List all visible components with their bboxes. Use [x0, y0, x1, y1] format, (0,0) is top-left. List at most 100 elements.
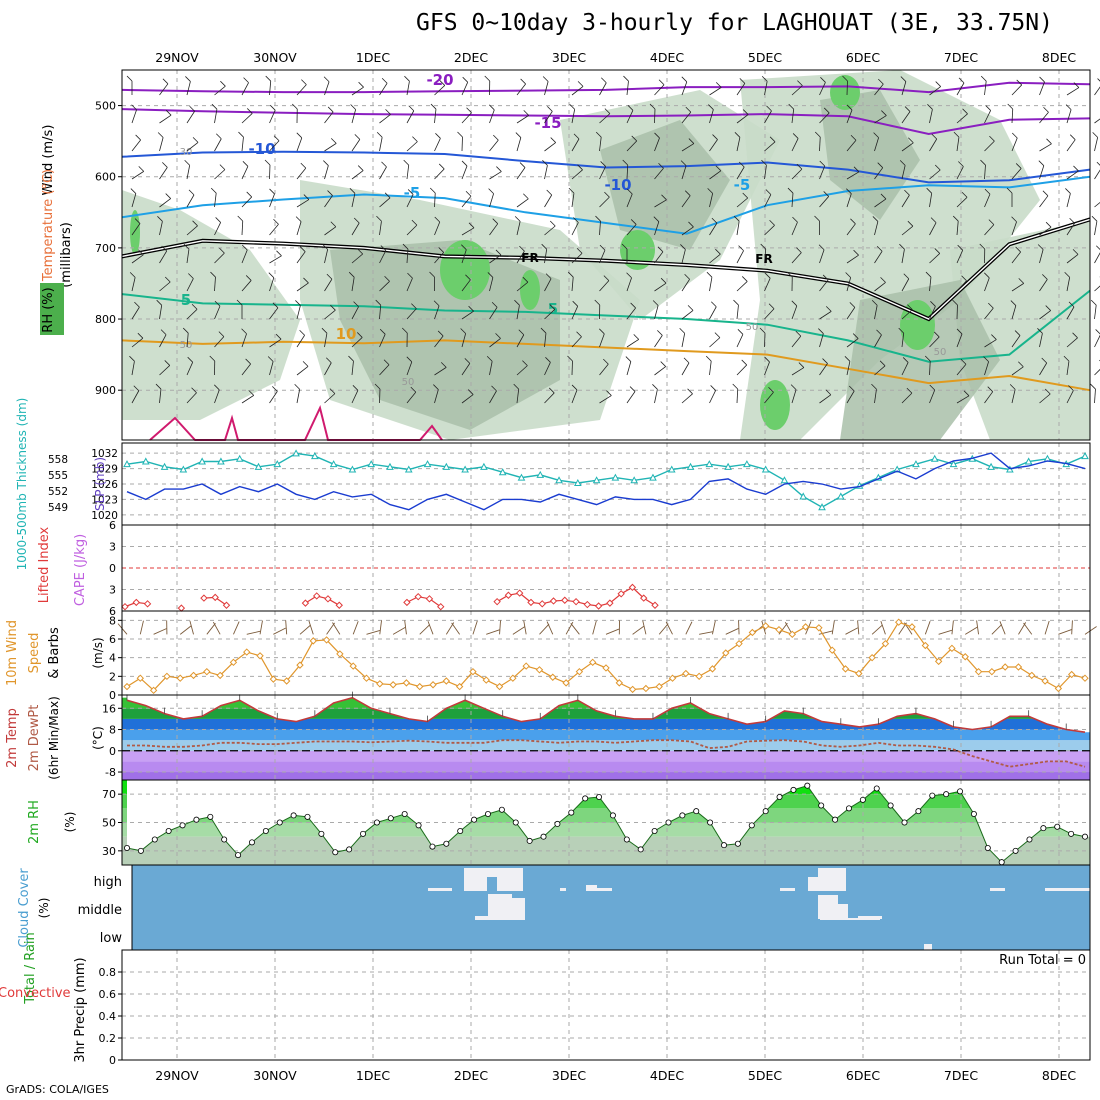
wind-barb	[626, 361, 632, 376]
cloud-gap	[428, 888, 452, 891]
wind-barb-flag	[798, 362, 805, 368]
axis-label: Speed	[27, 633, 42, 674]
wind-barb	[654, 251, 664, 264]
wind-barb-flag	[853, 249, 859, 256]
wind-speed-marker	[123, 682, 131, 691]
wind-barb	[956, 333, 963, 348]
wind-barb-flag	[962, 108, 968, 115]
wind-barb-flag	[825, 306, 832, 312]
wind-barb	[159, 334, 167, 348]
wind-barb	[214, 85, 226, 96]
wind-barb-flag	[433, 384, 439, 390]
wind-barb	[1094, 221, 1098, 236]
wind-barb	[929, 193, 933, 208]
rh-marker	[818, 802, 825, 809]
wind-barb	[241, 220, 244, 236]
pressure-tick-label: 800	[95, 313, 116, 326]
wind-barb	[131, 306, 140, 320]
rh-marker	[832, 816, 839, 823]
rh-marker	[845, 805, 852, 812]
wind-barb-flag	[376, 131, 383, 138]
wind-barb-flag	[220, 80, 226, 87]
wind-barb-flag	[658, 79, 665, 86]
wind-barb	[296, 167, 307, 180]
rh-marker	[290, 812, 297, 819]
wind-barb	[791, 138, 799, 152]
thickness-marker	[235, 454, 244, 462]
wind-speed-marker	[149, 686, 158, 695]
wind-barb-flag	[162, 78, 169, 85]
wind-barb-flag	[733, 299, 739, 306]
wind-barb	[956, 250, 964, 264]
wind-barb-flag	[907, 220, 914, 227]
wind-barb-flag	[604, 108, 611, 114]
lifted-index-marker	[515, 589, 524, 597]
wind-barb-flag	[385, 109, 391, 115]
wind-barb-flag	[192, 220, 198, 227]
wind-barb	[241, 166, 249, 180]
wind-barb-flag	[411, 219, 418, 226]
surface-wind-barb	[712, 620, 716, 635]
wind-barb-flag	[131, 104, 137, 111]
wind-barb-flag	[679, 327, 685, 334]
wind-barb	[324, 309, 336, 320]
axis-label-part: (m/s)	[91, 637, 105, 668]
pressure-tick-label: 500	[95, 100, 116, 113]
axis-label-part: SLP (mb)	[93, 457, 107, 511]
wind-barb-flag	[983, 356, 989, 362]
wind-barb-flag	[873, 132, 879, 138]
wind-barb-flag	[850, 134, 857, 141]
wind-speed-marker	[282, 677, 291, 685]
rh-marker	[179, 822, 186, 829]
wind-barb-flag	[987, 386, 994, 392]
wind-barb	[544, 142, 556, 152]
wind-barb-flag	[652, 384, 658, 390]
wind-barb-flag	[680, 160, 687, 166]
cloud-gap	[497, 877, 523, 891]
wind-barb	[929, 169, 941, 180]
wind-barb	[489, 277, 494, 292]
wind-barb	[131, 277, 136, 292]
wind-barb-flag	[603, 358, 609, 365]
wind-barb	[874, 221, 879, 236]
wind-barb	[654, 168, 664, 180]
surface-wind-barb	[427, 621, 434, 635]
thickness-line	[126, 452, 1086, 509]
y-tick-label: 8	[109, 614, 116, 627]
wind-barb	[1039, 195, 1049, 208]
surface-wind-barb	[880, 620, 886, 635]
wind-barb-flag	[246, 108, 253, 114]
wind-barb-flag	[302, 361, 309, 367]
rh-marker	[471, 816, 478, 823]
wind-barb	[544, 225, 556, 236]
wind-barb	[1094, 389, 1096, 404]
wind-barb-flag	[795, 330, 802, 337]
wind-barb	[489, 139, 499, 152]
wind-barb	[516, 198, 529, 208]
wind-barb-flag	[732, 383, 739, 390]
date-label-bottom: 4DEC	[650, 1068, 684, 1083]
wind-barb-flag	[330, 221, 337, 228]
thickness-tick-label: 558	[48, 454, 68, 466]
cloud-level-label: low	[100, 931, 123, 946]
wind-barb-flag	[381, 77, 388, 84]
rh-marker	[262, 828, 269, 835]
wind-barb-flag	[984, 188, 991, 195]
wind-barb	[489, 390, 497, 404]
wind-barb	[516, 115, 529, 124]
wind-barb	[1066, 109, 1072, 124]
wind-barb	[681, 279, 690, 292]
cloud-gap	[924, 944, 932, 950]
wind-barb-flag	[460, 328, 466, 334]
rh-marker	[1054, 823, 1061, 830]
thickness-marker	[555, 476, 563, 484]
wind-barb	[241, 280, 252, 292]
wind-barb-flag	[273, 218, 279, 225]
wind-barb-flag	[707, 188, 713, 194]
date-label-bottom: 6DEC	[846, 1068, 880, 1083]
wind-speed-marker	[828, 646, 836, 654]
wind-barb	[709, 87, 722, 96]
cloud-gap	[487, 868, 523, 877]
wind-barb-flag	[1011, 132, 1018, 139]
wind-barb-flag	[952, 299, 958, 306]
